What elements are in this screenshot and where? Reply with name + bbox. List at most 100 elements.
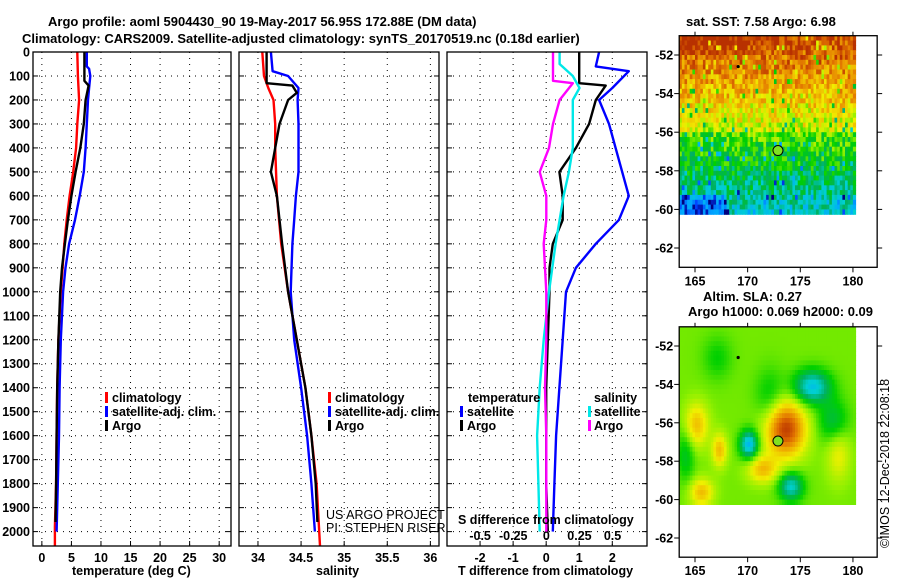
map-cell [687,365,691,371]
map-cell [784,59,788,66]
map-cell [813,326,817,333]
map-cell [787,146,791,153]
map-cell [852,93,857,99]
map-cell [695,403,699,409]
map-cell [813,180,817,186]
depth-tick-label: 1500 [2,405,30,419]
map-cell [771,141,775,148]
map-cell [731,485,736,491]
map-cell [800,336,804,342]
map-cell [758,432,762,438]
map-cell [842,69,846,75]
map-cell [842,64,846,71]
map-cell [750,88,754,95]
map-cell [837,194,841,201]
map-cell [729,185,733,191]
map-cell [721,146,725,153]
map-cell [789,346,793,352]
map-cell [813,151,817,157]
map-cell [845,199,849,206]
map-cell [726,204,730,210]
map-cell [737,326,741,333]
map-cell [710,336,714,342]
map-cell [802,146,807,153]
depth-tick-label: 1100 [3,309,30,323]
map-cell [710,108,714,114]
map-cell [831,461,836,467]
map-cell [734,93,738,99]
map-cell [700,185,704,191]
map-cell [716,379,720,385]
map-cell [789,331,793,337]
map-cell [710,365,714,371]
map-cell [739,485,743,491]
map-cell [774,50,778,56]
map-cell [718,389,722,395]
map-cell [716,137,720,143]
map-cell [739,365,743,371]
map-cell [800,326,804,333]
map-cell [784,50,788,56]
map-cell [745,141,749,148]
map-cell [766,490,770,496]
map-cell [716,194,720,201]
map-cell [779,185,783,191]
map-cell [805,199,809,206]
map-cell [752,499,757,505]
map-cell [687,84,691,90]
map-cell [745,326,749,333]
map-cell [705,108,709,114]
map-cell [713,480,717,486]
map-cell [847,88,851,95]
map-cell [845,84,849,90]
map-cell [847,170,851,177]
map-cell [826,194,830,201]
map-cell [834,88,838,95]
map-cell [724,350,728,357]
map-cell [845,108,849,114]
map-cell [831,331,836,337]
map-cell [739,132,743,138]
map-cell [755,108,759,114]
map-cell [816,103,820,109]
map-cell [713,370,717,376]
map-cell [816,427,820,433]
map-cell [792,360,796,366]
map-cell [779,199,783,206]
map-cell [768,394,772,400]
map-cell [695,122,699,128]
map-cell [684,355,688,361]
map-cell [752,365,757,371]
map-cell [726,117,730,124]
map-cell [774,427,778,433]
map-cell [681,180,685,186]
map-cell [797,346,801,352]
map-cell [747,427,751,433]
map-cell [687,389,691,395]
map-cell [818,190,822,196]
map-cell [808,35,812,42]
map-cell [821,35,825,42]
map-cell [779,79,783,85]
map-cell [784,384,788,390]
map-cell [721,480,725,486]
map-cell [697,341,701,347]
map-cell [700,413,704,419]
map-cell [831,326,836,333]
map-cell [808,151,812,157]
map-cell [729,331,733,337]
map-cell [818,341,822,347]
map-cell [826,427,830,433]
map-cell [710,379,714,385]
map-cell [729,394,733,400]
map-cell [842,146,846,153]
map-cell [724,175,728,181]
map-cell [689,422,693,429]
map-cell [702,374,707,381]
map-cell [716,470,720,477]
map-cell [810,98,814,104]
map-cell [771,194,775,201]
map-cell [829,199,833,206]
map-cell [829,408,833,414]
map-cell [774,161,778,167]
